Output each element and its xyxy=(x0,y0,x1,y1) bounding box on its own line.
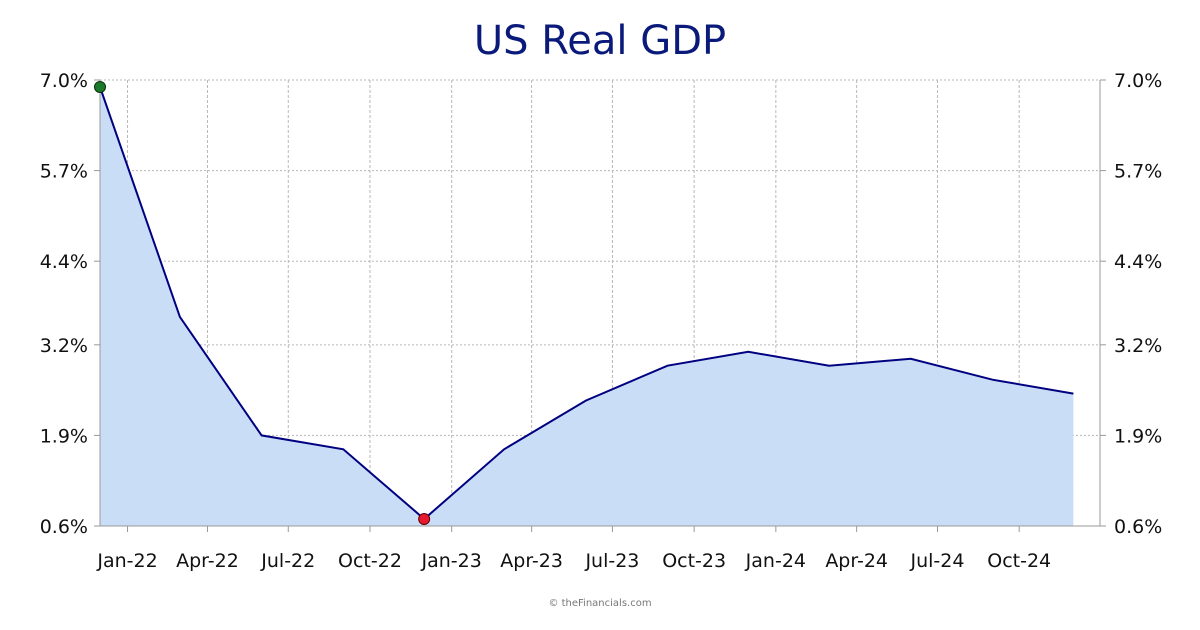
y-tick-label-right: 0.6% xyxy=(1114,516,1162,538)
x-tick-label: Jul-22 xyxy=(260,550,315,572)
data-point xyxy=(828,365,830,367)
x-tick-label: Oct-24 xyxy=(987,550,1051,572)
y-tick-label-right: 7.0% xyxy=(1114,70,1162,92)
copyright-text: © theFinancials.com xyxy=(548,598,652,609)
y-tick-label-left: 4.4% xyxy=(40,251,88,273)
y-tick-label-left: 3.2% xyxy=(40,335,88,357)
x-tick-label: Jan-24 xyxy=(745,550,806,572)
max-marker xyxy=(94,80,106,93)
x-tick-label: Apr-22 xyxy=(176,550,239,572)
x-tick-label: Oct-22 xyxy=(338,550,402,572)
x-tick-label: Jul-23 xyxy=(584,550,639,572)
y-tick-label-left: 0.6% xyxy=(40,516,88,538)
data-point xyxy=(747,351,749,353)
x-tick-label: Jul-24 xyxy=(909,550,964,572)
series-line xyxy=(99,86,1074,521)
chart-title: US Real GDP xyxy=(473,18,727,64)
label-layer: Jan-22 Apr-22 Jul-22 Oct-22 Jan-23 Apr-23 Jul-… xyxy=(40,70,1163,572)
area-layer xyxy=(99,86,1074,526)
min-marker xyxy=(418,513,431,526)
data-point xyxy=(992,379,994,381)
data-point xyxy=(666,365,668,367)
data-point xyxy=(179,316,181,318)
data-point xyxy=(342,448,344,450)
data-point xyxy=(503,448,505,450)
y-tick-label-left: 5.7% xyxy=(40,161,88,183)
y-tick-label-right: 3.2% xyxy=(1114,335,1162,357)
y-tick-label-right: 5.7% xyxy=(1114,161,1162,183)
data-point xyxy=(261,434,263,436)
x-tick-label: Oct-23 xyxy=(662,550,726,572)
data-point xyxy=(910,358,912,360)
x-tick-label: Apr-24 xyxy=(825,550,888,572)
data-point xyxy=(585,400,587,402)
marker-layer xyxy=(94,80,1074,526)
data-point xyxy=(1072,393,1074,395)
y-tick-label-right: 1.9% xyxy=(1114,425,1162,447)
y-tick-label-right: 4.4% xyxy=(1114,251,1162,273)
area-fill xyxy=(100,87,1074,526)
x-tick-label: Apr-23 xyxy=(500,550,563,572)
axis-layer xyxy=(94,79,1106,532)
x-tick-label: Jan-22 xyxy=(96,550,157,572)
x-tick-label: Jan-23 xyxy=(421,550,482,572)
y-tick-label-left: 7.0% xyxy=(40,70,88,92)
y-tick-label-left: 1.9% xyxy=(40,425,88,447)
